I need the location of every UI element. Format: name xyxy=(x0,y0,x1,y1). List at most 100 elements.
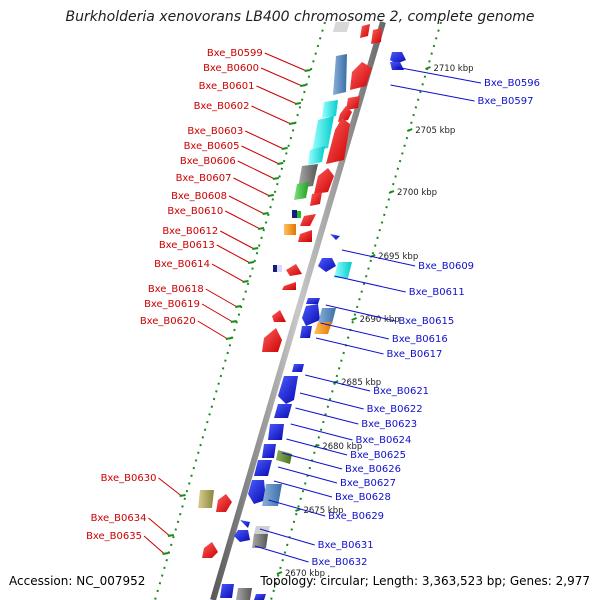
gene-leader-line xyxy=(201,303,234,323)
gene-box xyxy=(273,265,277,272)
gene-label[interactable]: Bxe_B0617 xyxy=(386,349,442,360)
gene-label[interactable]: Bxe_B0611 xyxy=(409,287,465,298)
gene-arrow xyxy=(282,282,296,290)
gene-arrow xyxy=(312,116,334,152)
gene-arrow xyxy=(314,168,334,194)
scale-tick-label: 2690 kbp xyxy=(360,315,400,325)
gene-label[interactable]: Bxe_B0619 xyxy=(144,299,200,310)
gene-label[interactable]: Bxe_B0608 xyxy=(171,191,227,202)
gene-leader-line xyxy=(290,423,353,441)
gene-leader-line xyxy=(325,304,396,322)
gene-mark xyxy=(281,147,288,150)
gene-label[interactable]: Bxe_B0635 xyxy=(86,531,142,542)
gene-label[interactable]: Bxe_B0609 xyxy=(418,261,474,272)
gene-leader-line xyxy=(241,145,280,165)
scale-tick-mark xyxy=(425,66,431,70)
gene-mark xyxy=(300,84,307,87)
gene-arrow xyxy=(252,534,268,548)
gene-label[interactable]: Bxe_B0621 xyxy=(373,386,429,397)
gene-arrow xyxy=(390,52,406,64)
gene-mark xyxy=(262,212,269,215)
gene-leader-line xyxy=(256,85,298,105)
gene-label[interactable]: Bxe_B0610 xyxy=(167,206,223,217)
gene-label[interactable]: Bxe_B0606 xyxy=(180,156,236,167)
gene-label[interactable]: Bxe_B0597 xyxy=(478,96,534,107)
gene-label[interactable]: Bxe_B0615 xyxy=(398,316,454,327)
gene-arrow xyxy=(338,106,352,122)
gene-arrow xyxy=(262,444,276,458)
gene-label[interactable]: Bxe_B0629 xyxy=(328,511,384,522)
gene-arrow xyxy=(318,258,336,272)
gene-label[interactable]: Bxe_B0634 xyxy=(91,513,147,524)
scale-tick-label: 2670 kbp xyxy=(285,569,325,579)
gene-label[interactable]: Bxe_B0616 xyxy=(392,334,448,345)
gene-leader-line xyxy=(305,374,371,392)
gene-label[interactable]: Bxe_B0614 xyxy=(154,259,210,270)
gene-leader-line xyxy=(251,105,292,125)
gene-leader-line xyxy=(220,230,255,250)
gene-box xyxy=(292,210,297,218)
gene-leader-line xyxy=(286,438,348,456)
gene-arrow xyxy=(330,234,340,240)
gene-mark xyxy=(288,122,296,125)
gene-label[interactable]: Bxe_B0620 xyxy=(140,316,196,327)
gene-leader-line xyxy=(233,177,271,197)
gene-label[interactable]: Bxe_B0603 xyxy=(187,126,243,137)
gene-label[interactable]: Bxe_B0599 xyxy=(207,48,263,59)
gene-label[interactable]: Bxe_B0601 xyxy=(199,81,255,92)
gene-label[interactable]: Bxe_B0612 xyxy=(162,226,218,237)
gene-label[interactable]: Bxe_B0607 xyxy=(176,173,232,184)
gene-box xyxy=(332,22,350,32)
gene-arrow xyxy=(276,450,292,464)
chromosome-backbone xyxy=(210,21,386,600)
gene-label[interactable]: Bxe_B0600 xyxy=(203,63,259,74)
scale-tick-label: 2700 kbp xyxy=(397,188,437,198)
gene-label[interactable]: Bxe_B0623 xyxy=(361,419,417,430)
gene-leader-line xyxy=(245,130,284,150)
scale-tick-label: 2705 kbp xyxy=(415,126,455,136)
gene-arrow xyxy=(346,96,360,110)
gene-leader-line xyxy=(315,337,384,355)
gene-leader-line xyxy=(205,288,238,308)
gene-label[interactable]: Bxe_B0631 xyxy=(318,540,374,551)
gene-mark xyxy=(247,261,255,264)
gene-label[interactable]: Bxe_B0596 xyxy=(484,78,540,89)
gene-leader-line xyxy=(254,545,309,563)
gene-leader-line xyxy=(299,392,364,410)
gene-arrow xyxy=(390,62,404,70)
scale-tick-mark xyxy=(276,571,283,575)
scale-tick-label: 2695 kbp xyxy=(378,252,418,262)
gene-label[interactable]: Bxe_B0630 xyxy=(101,473,157,484)
gene-label[interactable]: Bxe_B0628 xyxy=(335,492,391,503)
gene-leader-line xyxy=(225,210,261,230)
gene-label[interactable]: Bxe_B0618 xyxy=(148,284,204,295)
gene-arrow xyxy=(278,376,298,404)
gene-label[interactable]: Bxe_B0605 xyxy=(184,141,240,152)
gene-mark xyxy=(162,552,169,555)
gene-arrow xyxy=(254,460,272,476)
gene-box xyxy=(277,265,282,272)
gene-arrow xyxy=(300,326,312,338)
gene-leader-line xyxy=(295,407,359,425)
gene-label[interactable]: Bxe_B0602 xyxy=(194,101,250,112)
gene-leader-line xyxy=(197,320,229,340)
gene-arrow xyxy=(371,28,382,44)
gene-label[interactable]: Bxe_B0622 xyxy=(367,404,423,415)
accession-text: Accession: NC_007952 xyxy=(9,574,146,588)
gene-arrow xyxy=(308,146,325,165)
gene-arrow xyxy=(254,594,266,600)
gene-label[interactable]: Bxe_B0632 xyxy=(312,557,368,568)
scale-tick-label: 2685 kbp xyxy=(341,378,381,388)
gene-label[interactable]: Bxe_B0613 xyxy=(159,240,215,251)
gene-leader-line xyxy=(211,263,245,283)
gene-label[interactable]: Bxe_B0625 xyxy=(350,450,406,461)
gene-label[interactable]: Bxe_B0626 xyxy=(345,464,401,475)
gene-leader-line xyxy=(216,244,251,264)
gene-leader-line xyxy=(268,499,326,517)
gene-leader-line xyxy=(341,249,416,267)
gene-leader-line xyxy=(237,160,276,180)
gene-label[interactable]: Bxe_B0624 xyxy=(355,435,411,446)
map-title: Burkholderia xenovorans LB400 chromosome… xyxy=(65,9,535,25)
gene-label[interactable]: Bxe_B0627 xyxy=(340,478,396,489)
